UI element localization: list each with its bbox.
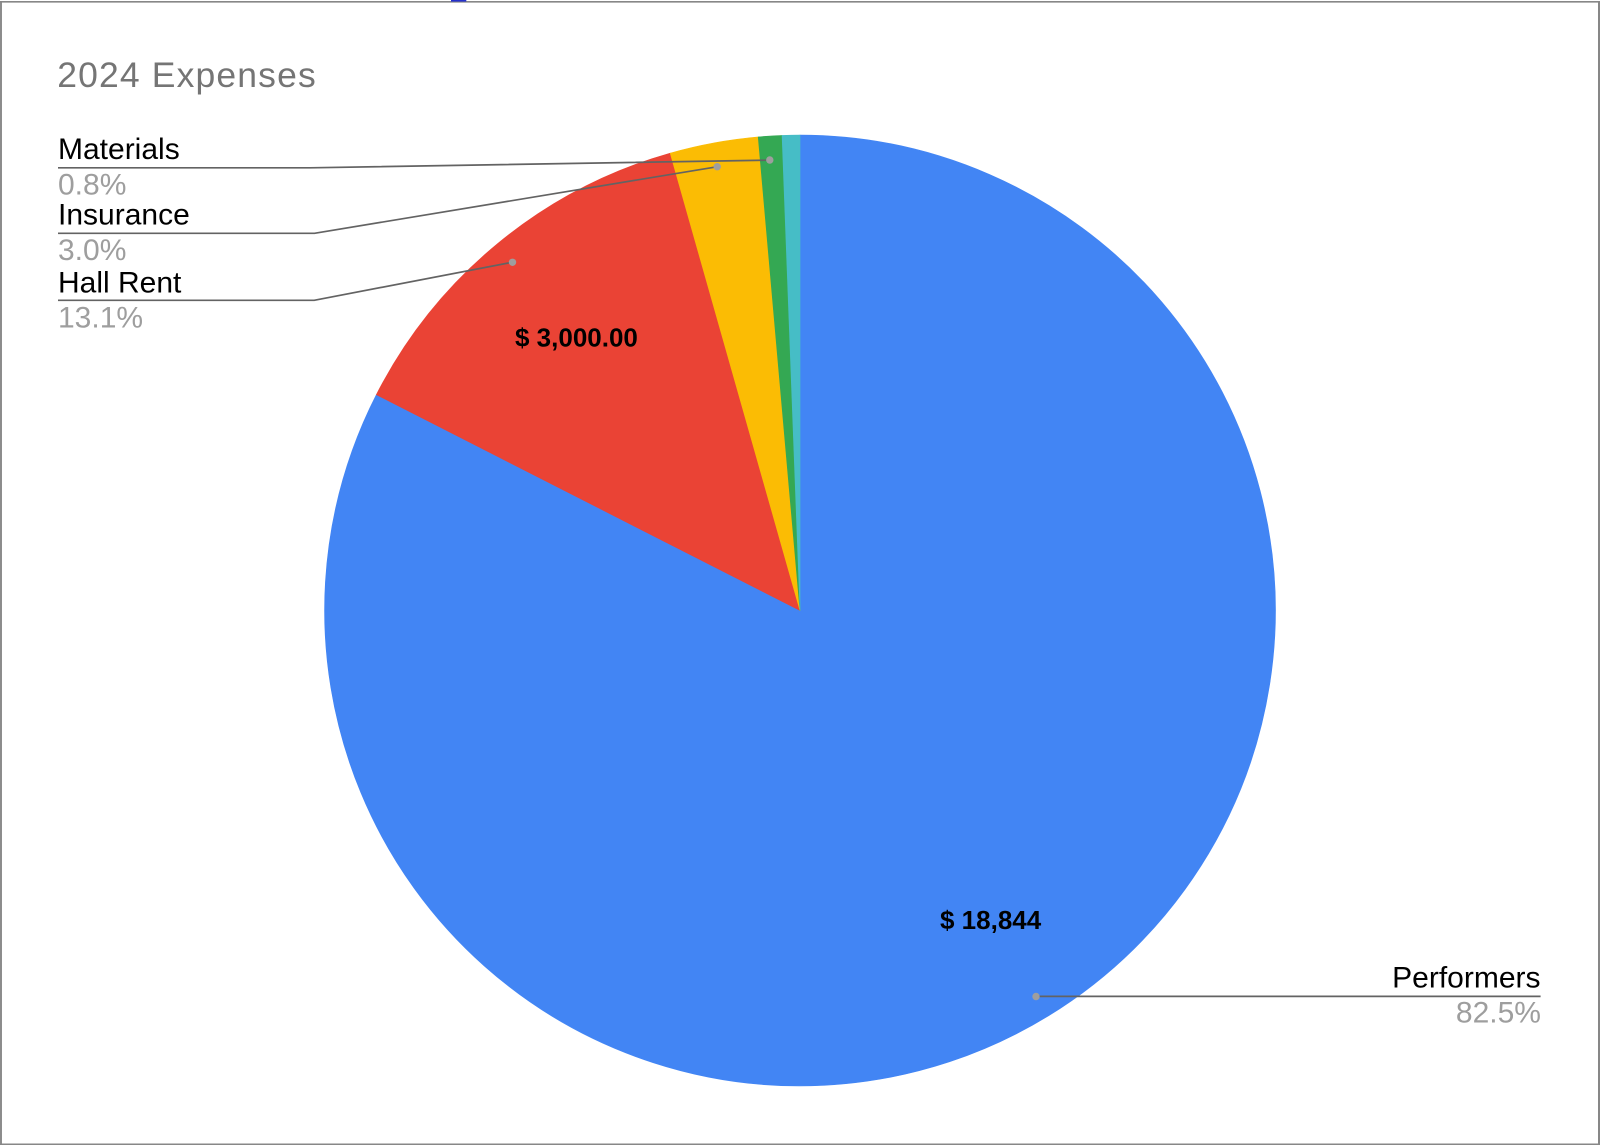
svg-text:Hall Rent: Hall Rent [58, 267, 182, 300]
svg-text:Insurance: Insurance [58, 199, 190, 232]
svg-text:Materials: Materials [58, 133, 180, 166]
svg-text:3.0%: 3.0% [58, 234, 126, 267]
svg-text:13.1%: 13.1% [58, 302, 143, 335]
svg-text:$ 3,000.00: $ 3,000.00 [515, 322, 638, 352]
svg-text:0.8%: 0.8% [58, 169, 126, 202]
svg-text:$ 18,844: $ 18,844 [940, 905, 1042, 935]
svg-text:82.5%: 82.5% [1456, 996, 1541, 1029]
svg-text:Performers: Performers [1392, 961, 1540, 994]
svg-text:2024 Expenses: 2024 Expenses [57, 55, 317, 95]
